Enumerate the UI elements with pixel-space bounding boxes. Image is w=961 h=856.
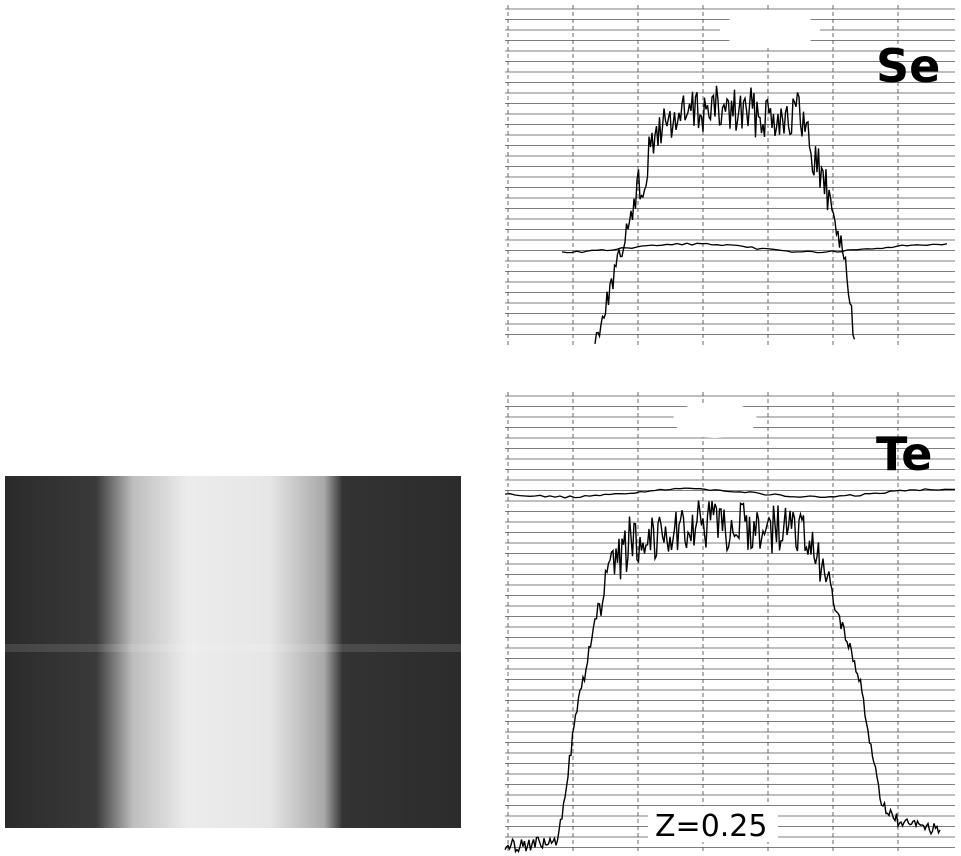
element-label: Se — [876, 39, 940, 93]
micrograph — [5, 476, 461, 828]
baseline-trace — [561, 242, 948, 254]
text-patch — [648, 806, 778, 842]
element-label: Te — [876, 427, 932, 481]
blank-patch — [673, 402, 757, 438]
chart-paper — [505, 392, 955, 852]
te-panel — [504, 392, 955, 854]
baseline-trace — [504, 487, 955, 499]
se-panel — [505, 5, 955, 345]
scan-trace — [504, 500, 941, 854]
annotation: Z=0.25 — [655, 809, 768, 844]
scan-line — [5, 644, 461, 652]
blank-patch — [720, 12, 820, 48]
scan-trace — [594, 85, 856, 344]
